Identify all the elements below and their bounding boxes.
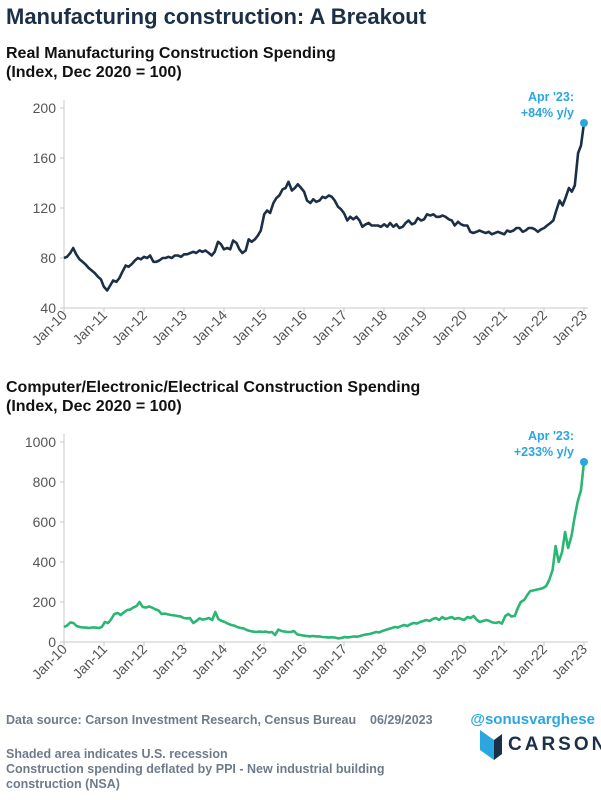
chart1-y-tick-label: 200 bbox=[33, 100, 57, 116]
chart1-annotation-line2: +84% y/y bbox=[521, 106, 574, 120]
chart2-x-tick-label: Jan-21 bbox=[469, 641, 511, 683]
chart2-x-tick-label: Jan-17 bbox=[309, 641, 351, 683]
chart2-title: Computer/Electronic/Electrical Construct… bbox=[6, 378, 420, 416]
chart1-endpoint bbox=[580, 119, 588, 127]
chart1-x-tick-label: Jan-21 bbox=[469, 307, 511, 349]
page-title: Manufacturing construction: A Breakout bbox=[6, 4, 427, 29]
chart1-x-tick-label: Jan-11 bbox=[69, 307, 110, 348]
chart2-y-tick-label: 600 bbox=[33, 514, 57, 530]
carson-logo-icon bbox=[480, 730, 502, 760]
chart1-y-tick-label: 120 bbox=[33, 200, 57, 216]
chart2-series-line bbox=[63, 461, 586, 640]
chart2-x-tick-label: Jan-14 bbox=[189, 641, 231, 683]
chart1-title-line1: Real Manufacturing Construction Spending bbox=[6, 45, 336, 62]
chart2-x-tick-label: Jan-13 bbox=[149, 641, 191, 683]
chart2-title-line1: Computer/Electronic/Electrical Construct… bbox=[6, 379, 421, 396]
chart1-x-tick-label: Jan-22 bbox=[509, 307, 551, 349]
chart2-x-tick-label: Jan-23 bbox=[549, 641, 591, 683]
chart1-x-tick-label: Jan-12 bbox=[109, 307, 151, 349]
chart2-x-tick-label: Jan-22 bbox=[509, 641, 551, 683]
note-deflator: Construction spending deflated by PPI - … bbox=[6, 762, 385, 776]
chart2-x-tick-label: Jan-18 bbox=[349, 641, 391, 683]
chart1-x-tick-label: Jan-19 bbox=[389, 307, 431, 349]
chart2-title-line2: (Index, Dec 2020 = 100) bbox=[6, 398, 182, 415]
chart2-x-tick-label: Jan-15 bbox=[229, 641, 271, 683]
chart1-y-tick-label: 160 bbox=[33, 150, 57, 166]
chart1-series-line bbox=[63, 122, 586, 292]
chart2-annotation-line2: +233% y/y bbox=[514, 445, 574, 459]
carson-logo-text: CARSON bbox=[508, 734, 601, 755]
chart1-x-tick-label: Jan-13 bbox=[149, 307, 191, 349]
chart2-y-tick-label: 200 bbox=[33, 594, 57, 610]
chart1-annotation-line1: Apr '23: bbox=[528, 90, 574, 104]
chart2-y-tick-label: 1000 bbox=[25, 434, 56, 450]
note-deflator-cont: construction (NSA) bbox=[6, 777, 120, 791]
chart2-y-tick-label: 800 bbox=[33, 474, 57, 490]
chart1-x-tick-label: Jan-17 bbox=[309, 307, 351, 349]
chart2-x-tick-label: Jan-11 bbox=[69, 641, 110, 682]
chart1-y-tick-label: 80 bbox=[40, 250, 56, 266]
chart1-title: Real Manufacturing Construction Spending… bbox=[6, 44, 336, 82]
note-recession: Shaded area indicates U.S. recession bbox=[6, 747, 228, 761]
chart1-x-tick-label: Jan-16 bbox=[269, 307, 311, 349]
carson-logo: CARSON bbox=[478, 726, 601, 766]
chart1-x-tick-label: Jan-14 bbox=[189, 307, 231, 349]
chart1-x-tick-label: Jan-23 bbox=[549, 307, 591, 349]
chart2-x-tick-label: Jan-12 bbox=[109, 641, 151, 683]
chart2-x-tick-label: Jan-20 bbox=[429, 641, 471, 683]
chart2-endpoint bbox=[580, 458, 588, 466]
data-date: 06/29/2023 bbox=[370, 713, 433, 727]
chart1-x-tick-label: Jan-18 bbox=[349, 307, 391, 349]
chart1-x-tick-label: Jan-20 bbox=[429, 307, 471, 349]
chart2-x-tick-label: Jan-16 bbox=[269, 641, 311, 683]
twitter-handle[interactable]: @sonusvarghese bbox=[470, 711, 595, 728]
chart1-title-line2: (Index, Dec 2020 = 100) bbox=[6, 64, 182, 81]
chart2-annotation-line1: Apr '23: bbox=[528, 429, 574, 443]
chart2-x-tick-label: Jan-19 bbox=[389, 641, 431, 683]
chart2-y-tick-label: 0 bbox=[48, 634, 56, 650]
chart1-x-tick-label: Jan-15 bbox=[229, 307, 271, 349]
chart2-y-tick-label: 400 bbox=[33, 554, 57, 570]
chart1-y-tick-label: 40 bbox=[40, 300, 56, 316]
data-source: Data source: Carson Investment Research,… bbox=[6, 713, 357, 727]
